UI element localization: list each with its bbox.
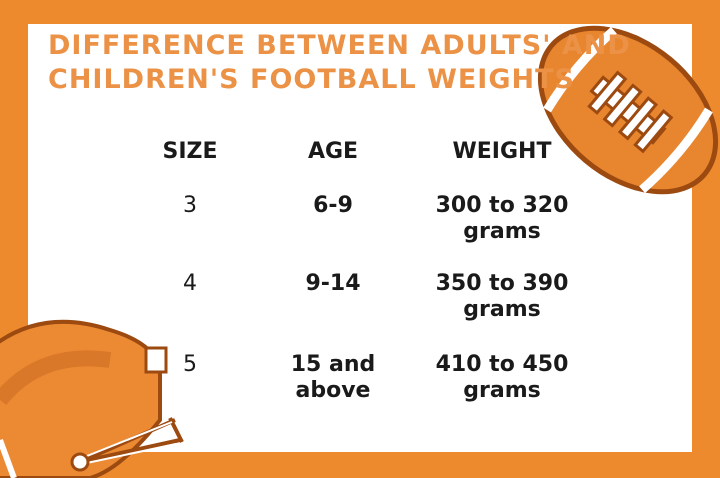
table-cell: 3: [183, 193, 197, 218]
table-cell: 6-9: [313, 193, 353, 218]
table-cell: 410 to 450 grams: [435, 352, 569, 403]
table-cell: 350 to 390 grams: [435, 271, 569, 322]
table-cell: 5: [183, 352, 197, 377]
table-cell: 4: [183, 271, 197, 296]
helmet: [0, 319, 184, 478]
title-line: CHILDREN'S FOOTBALL WEIGHTS: [48, 64, 575, 95]
table-cell: 300 to 320 grams: [435, 193, 569, 244]
title-line: DIFFERENCE BETWEEN ADULTS' AND: [48, 30, 631, 61]
column-header: AGE: [307, 139, 359, 164]
table-cell: 9-14: [305, 271, 361, 296]
column-header: WEIGHT: [452, 139, 552, 164]
column-header: SIZE: [162, 139, 218, 164]
table-cell: 15 and above: [290, 352, 376, 403]
football: [537, 25, 719, 195]
